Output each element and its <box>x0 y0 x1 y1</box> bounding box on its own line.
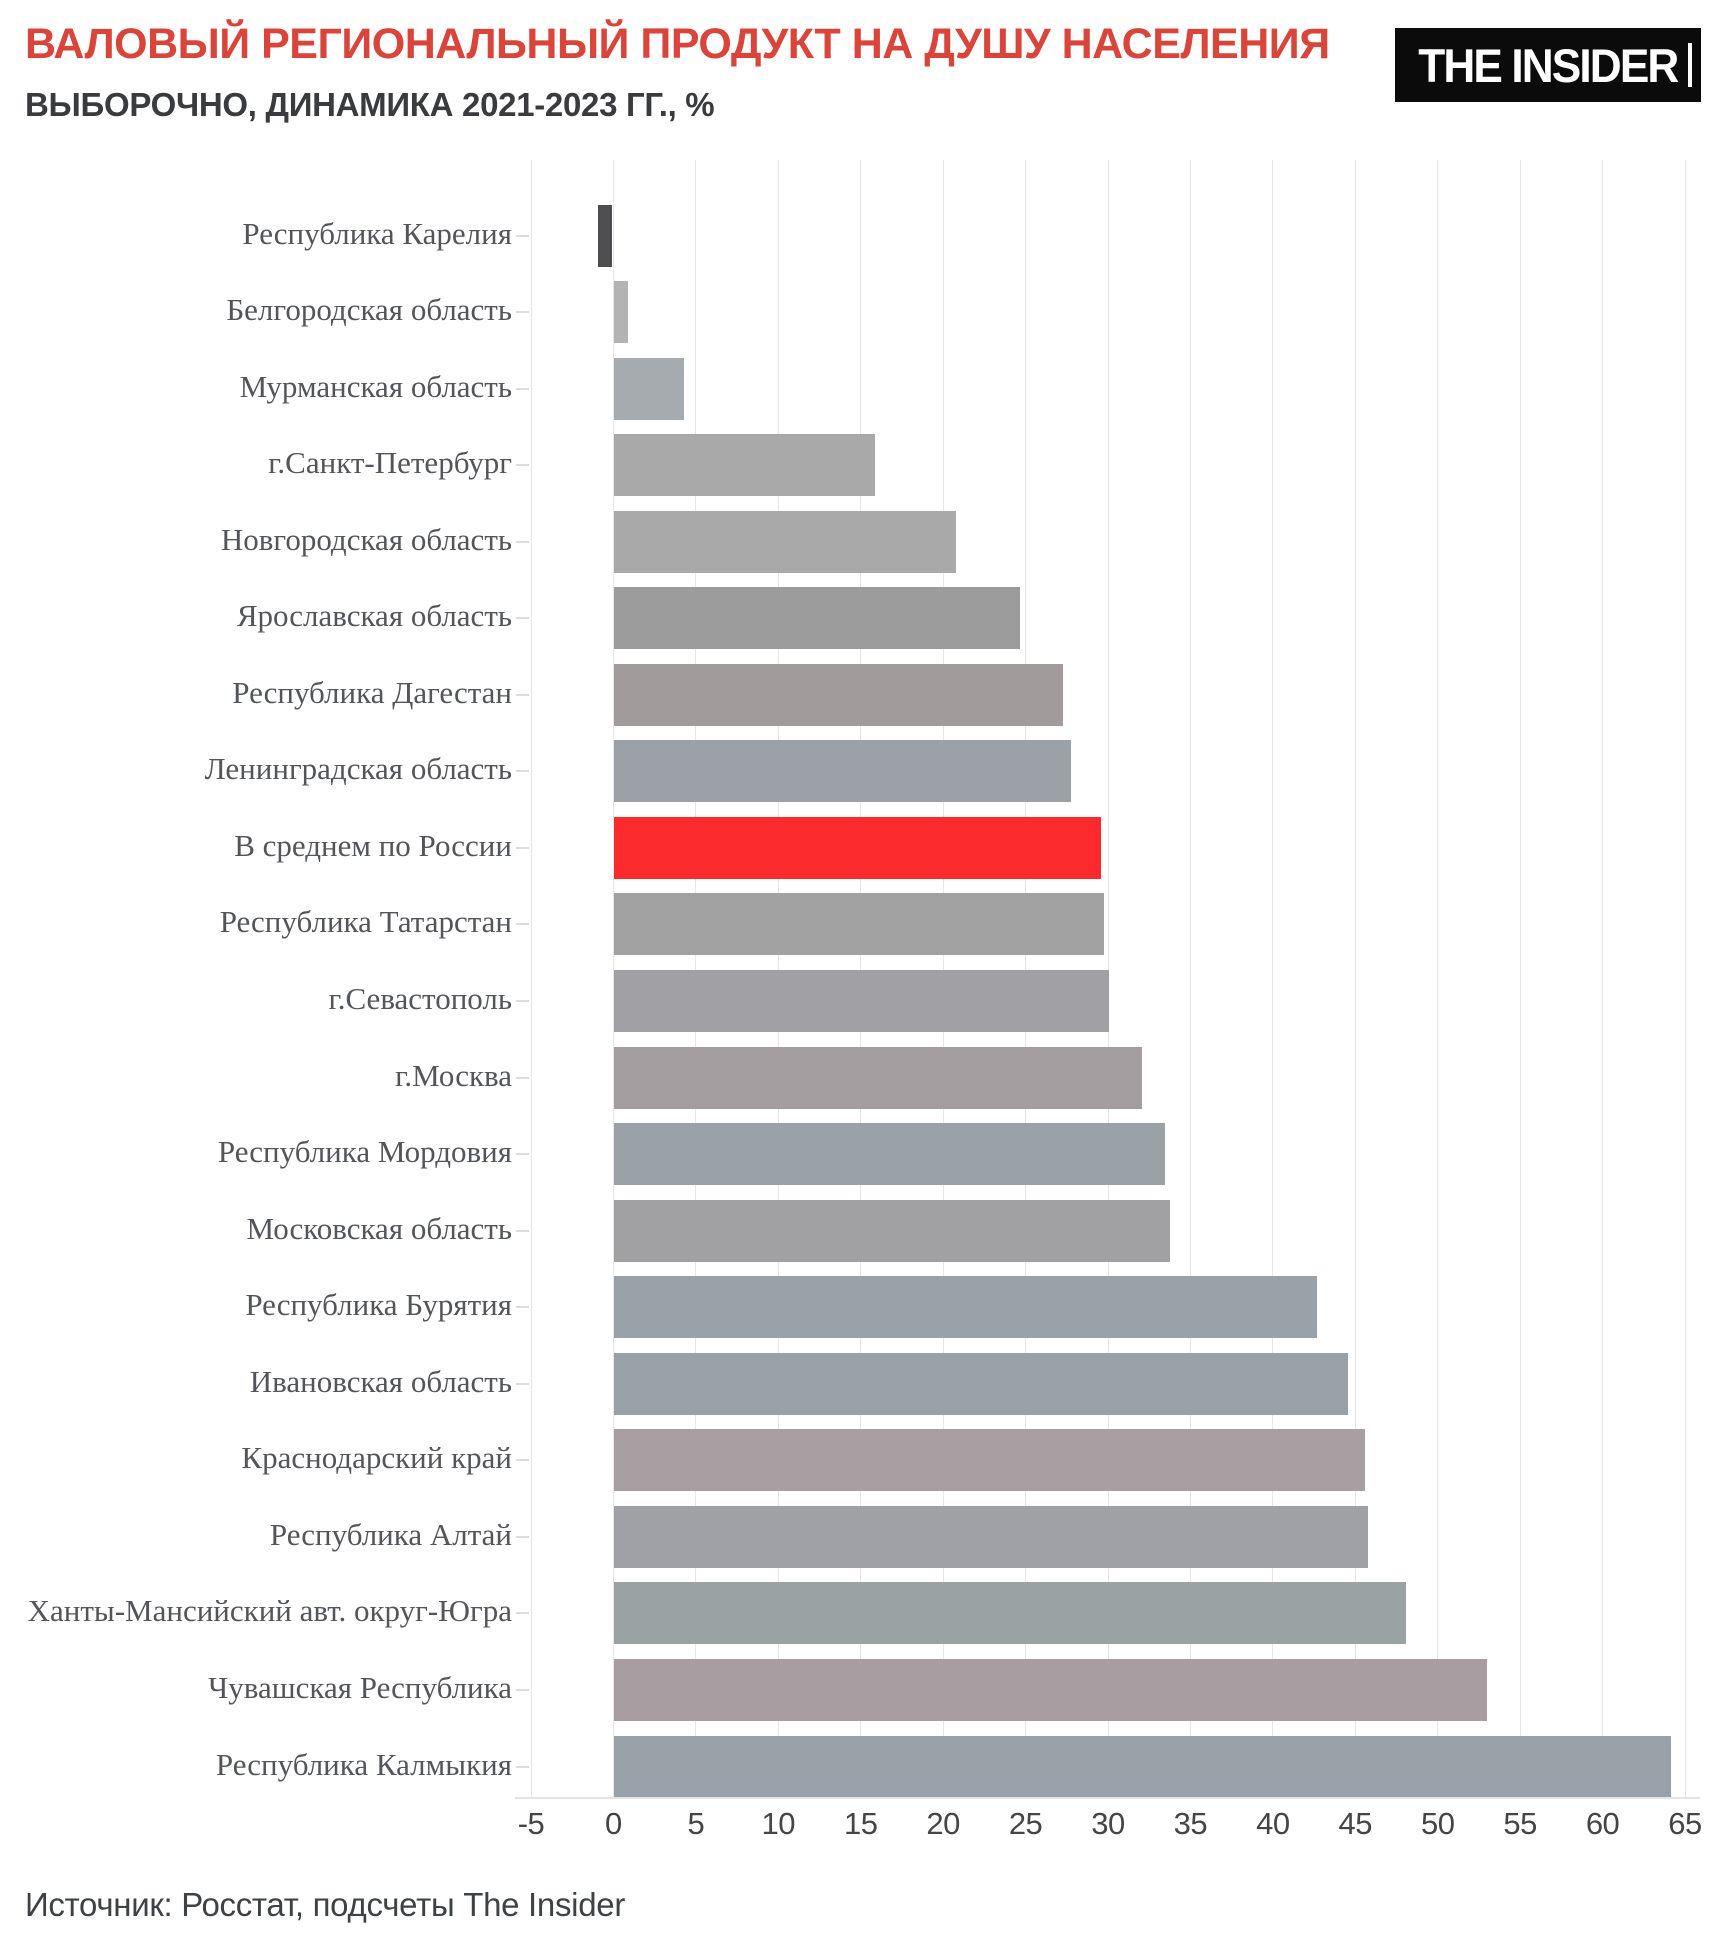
source-note: Источник: Росстат, подсчеты The Insider <box>25 1886 626 1923</box>
logo-cursor-bar <box>1688 43 1692 87</box>
bar <box>614 1352 1349 1415</box>
category-label: Республика Мордовия <box>217 1134 512 1170</box>
y-tick-mark <box>516 770 529 773</box>
bar <box>614 281 628 344</box>
y-tick-mark <box>516 540 529 543</box>
bar <box>614 740 1072 803</box>
bar <box>614 1735 1672 1798</box>
category-label: Ярославская область <box>236 598 512 634</box>
category-label: Московская область <box>246 1210 512 1246</box>
x-tick-label: 65 <box>1668 1806 1702 1841</box>
bar <box>614 663 1063 726</box>
y-tick-mark <box>516 1535 529 1538</box>
y-tick-mark <box>516 387 529 390</box>
bar <box>614 970 1109 1032</box>
x-tick-label: 10 <box>761 1806 796 1841</box>
bar <box>614 1429 1365 1492</box>
gridline <box>1437 160 1439 1797</box>
x-tick-label: 15 <box>843 1806 878 1841</box>
category-label: Белгородская область <box>226 292 512 328</box>
category-label: Новгородская область <box>220 521 512 557</box>
bar <box>614 1658 1487 1721</box>
category-label: Ивановская область <box>249 1363 512 1399</box>
chart-title: ВАЛОВЫЙ РЕГИОНАЛЬНЫЙ ПРОДУКТ НА ДУШУ НАС… <box>25 20 1330 68</box>
y-tick-mark <box>516 311 529 314</box>
bar <box>614 816 1101 879</box>
category-label: Ленинградская область <box>204 751 512 787</box>
the-insider-logo: THE INSIDER <box>1395 28 1701 102</box>
category-label: Чувашская Республика <box>208 1669 512 1705</box>
category-label: Мурманская область <box>239 368 512 404</box>
bar <box>614 357 684 420</box>
gridline <box>1272 160 1274 1797</box>
bar <box>614 1199 1170 1262</box>
bar <box>614 1582 1406 1645</box>
category-label: Республика Алтай <box>269 1516 512 1552</box>
bar <box>614 1276 1317 1339</box>
gridline <box>1189 160 1191 1797</box>
x-tick-label: -5 <box>517 1806 545 1841</box>
x-tick-label: 60 <box>1585 1806 1620 1841</box>
x-tick-label: 0 <box>605 1806 622 1841</box>
x-tick-label: 5 <box>687 1806 705 1841</box>
category-label: В среднем по России <box>234 827 512 863</box>
y-tick-mark <box>516 1306 529 1309</box>
y-tick-mark <box>516 1076 529 1079</box>
gridline <box>1354 160 1356 1797</box>
category-label: г.Санкт-Петербург <box>268 445 512 481</box>
category-label: Краснодарский край <box>241 1440 512 1476</box>
gridline <box>530 160 532 1797</box>
x-tick-label: 30 <box>1091 1806 1125 1841</box>
y-tick-mark <box>516 234 529 237</box>
y-tick-mark <box>516 1382 529 1385</box>
y-tick-mark <box>516 923 529 926</box>
gridline <box>612 160 614 1797</box>
x-tick-label: 55 <box>1503 1806 1537 1841</box>
bar <box>614 510 956 573</box>
y-tick-mark <box>516 464 529 467</box>
bar <box>614 1123 1166 1186</box>
logo-text: THE INSIDER <box>1418 38 1679 92</box>
x-tick-label: 20 <box>926 1806 960 1841</box>
chart-subtitle: ВЫБОРОЧНО, ДИНАМИКА 2021-2023 ГГ., % <box>25 86 715 123</box>
bar <box>614 587 1020 650</box>
y-tick-mark <box>516 693 529 696</box>
y-tick-mark <box>516 1688 529 1691</box>
bar <box>614 434 875 497</box>
gridline <box>1684 160 1686 1797</box>
gridline <box>1519 160 1521 1797</box>
y-tick-mark <box>516 1612 529 1615</box>
bar <box>614 1046 1142 1109</box>
x-tick-label: 50 <box>1420 1806 1455 1841</box>
category-label: г.Севастополь <box>328 981 512 1016</box>
x-tick-label: 45 <box>1338 1806 1373 1841</box>
category-label: г.Москва <box>395 1057 512 1093</box>
category-label: Республика Татарстан <box>219 904 512 940</box>
y-tick-mark <box>516 1765 529 1768</box>
category-label: Республика Карелия <box>242 215 512 251</box>
y-tick-mark <box>516 846 529 849</box>
y-tick-mark <box>516 617 529 620</box>
x-tick-label: 35 <box>1173 1806 1208 1841</box>
bar <box>614 893 1105 956</box>
gridline <box>1602 160 1604 1797</box>
y-tick-mark <box>516 1000 529 1002</box>
category-label: Республика Дагестан <box>232 674 512 710</box>
category-label: Республика Бурятия <box>245 1287 512 1323</box>
category-label: Республика Калмыкия <box>215 1746 512 1782</box>
y-tick-mark <box>516 1459 529 1462</box>
x-tick-label: 25 <box>1008 1806 1043 1841</box>
x-axis-line <box>515 1797 1700 1799</box>
category-label: Ханты-Мансийский авт. округ-Югра <box>27 1593 512 1629</box>
y-tick-mark <box>516 1229 529 1232</box>
x-tick-label: 40 <box>1256 1806 1290 1841</box>
bar <box>597 204 613 267</box>
bar <box>614 1505 1368 1568</box>
y-tick-mark <box>516 1153 529 1156</box>
